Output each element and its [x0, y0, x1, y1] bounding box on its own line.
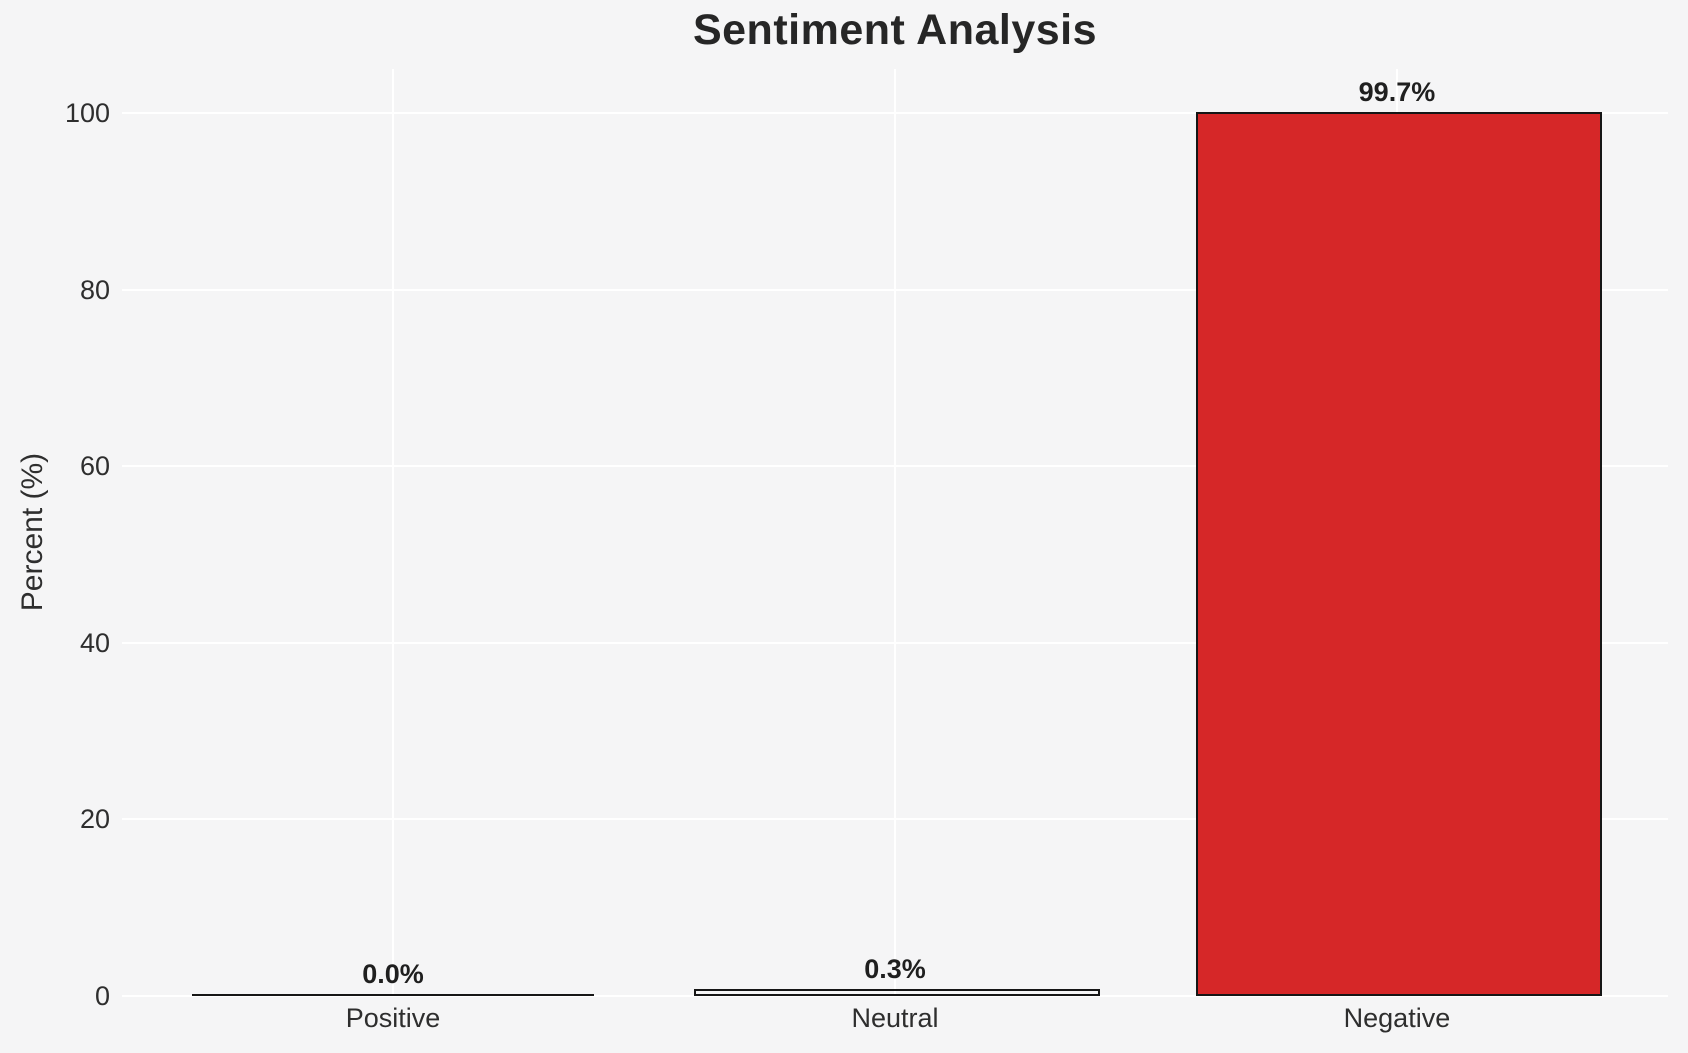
y-tick-label: 40	[79, 627, 110, 658]
h-gridline	[122, 995, 1668, 997]
x-tick-label-neutral: Neutral	[851, 1003, 939, 1033]
y-tick-label: 60	[79, 451, 110, 482]
y-tick-label: 0	[94, 981, 110, 1011]
y-tick-label: 20	[79, 804, 110, 835]
v-gridline	[392, 69, 395, 996]
bar-value-label: 0.0%	[362, 959, 424, 989]
chart-title: Sentiment Analysis	[692, 6, 1098, 54]
bar-positive	[192, 994, 594, 996]
y-tick-label: 80	[79, 274, 110, 305]
v-gridline	[894, 69, 896, 996]
bar-value-label: 0.3%	[864, 954, 926, 985]
y-tick-label: 100	[64, 98, 110, 129]
x-tick-label-negative: Negative	[1343, 1003, 1451, 1033]
bar-value-label: 99.7%	[1358, 76, 1436, 107]
bar-negative	[1196, 111, 1602, 996]
bar-neutral	[694, 989, 1100, 996]
x-tick-label-positive: Positive	[345, 1003, 441, 1033]
y-axis-label: Percent (%)	[16, 452, 49, 612]
